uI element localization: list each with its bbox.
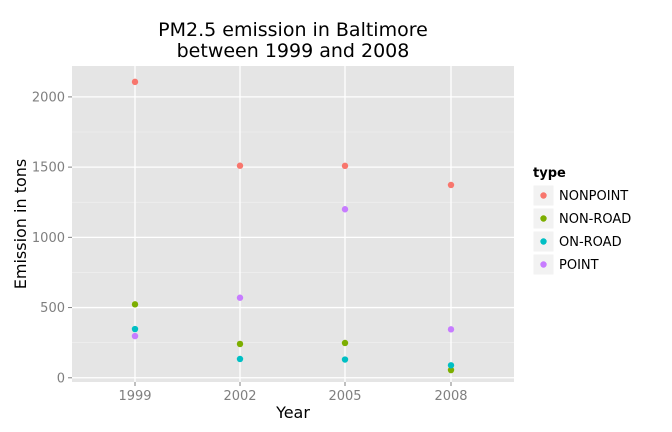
chart-title-line-2: between 1999 and 2008: [177, 40, 410, 62]
legend-label-nonpoint: NONPOINT: [559, 189, 628, 204]
point-on-road-2002: [236, 355, 244, 363]
data-points: [131, 78, 455, 374]
point-on-road-2008: [447, 362, 455, 369]
x-tick-label: 2002: [223, 389, 256, 404]
y-tick-label: 500: [40, 301, 65, 316]
y-axis: 0 500 1000 1500 2000: [32, 90, 72, 386]
point-non-road-1999: [131, 301, 139, 308]
legend-marker-non-road: [540, 215, 547, 222]
y-tick-label: 0: [57, 371, 65, 386]
point-non-road-2002: [236, 340, 244, 348]
plot-panel: [72, 66, 514, 382]
x-tick-label: 1999: [118, 389, 151, 404]
x-tick-label: 2008: [434, 389, 467, 404]
legend-label-on-road: ON-ROAD: [559, 235, 622, 250]
x-tick-label: 2005: [328, 389, 361, 404]
legend-marker-point: [540, 261, 547, 268]
legend-label-point: POINT: [559, 258, 599, 273]
point-point-2008: [447, 326, 455, 333]
legend-label-non-road: NON-ROAD: [559, 212, 631, 227]
point-point-2005: [341, 206, 349, 213]
point-nonpoint-1999: [131, 78, 139, 86]
point-point-2002: [236, 294, 244, 301]
y-tick-label: 1000: [32, 231, 65, 246]
point-on-road-2005: [341, 356, 349, 363]
point-nonpoint-2002: [236, 162, 244, 169]
point-nonpoint-2008: [447, 181, 455, 189]
legend-marker-nonpoint: [540, 192, 547, 199]
point-nonpoint-2005: [341, 162, 349, 170]
y-tick-label: 1500: [32, 161, 65, 176]
x-axis-title: Year: [275, 403, 310, 422]
point-non-road-2005: [341, 339, 349, 347]
y-axis-title: Emission in tons: [11, 159, 30, 289]
legend: NONPOINT NON-ROAD ON-ROAD POINT: [532, 184, 631, 276]
chart-title-line-1: PM2.5 emission in Baltimore: [158, 19, 428, 41]
point-non-road-2008: [447, 366, 455, 374]
legend-title: type: [533, 166, 566, 181]
point-on-road-1999: [131, 325, 139, 333]
legend-marker-on-road: [540, 238, 547, 245]
point-point-1999: [131, 332, 139, 340]
x-axis: 1999 2002 2005 2008: [118, 382, 468, 404]
y-tick-label: 2000: [32, 90, 65, 105]
